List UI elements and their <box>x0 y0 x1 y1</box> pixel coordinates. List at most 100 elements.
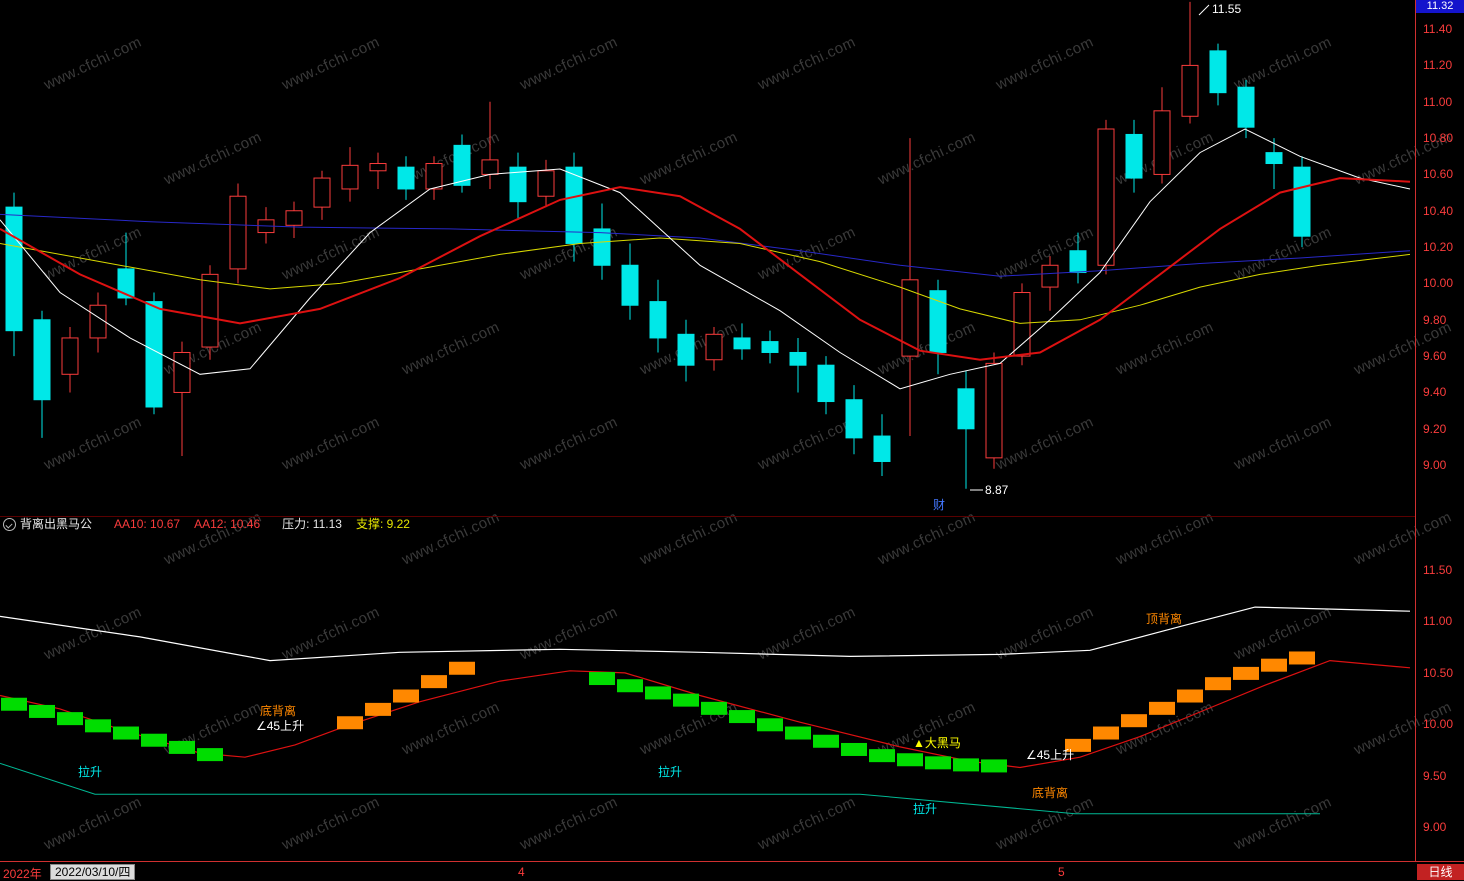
candle-body <box>649 301 667 339</box>
signal-label: 拉升 <box>78 765 103 779</box>
price-tick-label: 9.00 <box>1423 820 1447 835</box>
candle-body <box>537 170 555 197</box>
candle-body <box>1181 64 1199 117</box>
signal-label: ∠45上升 <box>1026 748 1075 762</box>
ma-fast-white <box>0 128 1411 390</box>
ladder-bar-green <box>813 734 839 748</box>
candle-body <box>789 351 807 366</box>
month-tick-label: 4 <box>518 865 525 879</box>
signal-label: 顶背离 <box>1146 612 1183 626</box>
signal-label: ∠45上升 <box>256 719 305 733</box>
price-tick-label: 11.20 <box>1423 58 1453 73</box>
price-tick-label: 10.40 <box>1423 203 1454 218</box>
ladder-bar-orange <box>393 689 419 703</box>
indicator-collapse-icon[interactable] <box>3 517 16 531</box>
candle-body <box>1125 133 1143 179</box>
candle-body <box>1041 264 1059 288</box>
signal-label: ▲大黑马 <box>913 736 961 750</box>
ladder-bar-orange <box>1065 738 1091 752</box>
ladder-bar-green <box>953 758 979 772</box>
candle-body <box>901 279 919 357</box>
indicator-support-value: 支撑: 9.22 <box>355 517 410 531</box>
price-tick-label: 9.40 <box>1423 385 1447 400</box>
candle-body <box>117 268 135 299</box>
candle-body <box>61 337 79 375</box>
ladder-bar-orange <box>1149 701 1175 715</box>
ladder-bar-orange <box>365 702 391 716</box>
price-tick-label: 11.00 <box>1423 614 1453 629</box>
candle-body <box>873 435 891 462</box>
candle-body <box>313 177 331 208</box>
month-tick-label: 5 <box>1058 865 1065 879</box>
price-tick-label: 11.50 <box>1423 563 1453 578</box>
axis-separator-line <box>1415 0 1416 881</box>
ladder-bar-green <box>617 679 643 693</box>
ladder-bar-orange <box>1205 677 1231 691</box>
candle-body <box>425 163 443 190</box>
ladder-bar-orange <box>1177 689 1203 703</box>
price-annotation: 财 <box>933 498 946 512</box>
candles-layer <box>5 1 1311 489</box>
candle-body <box>677 333 695 366</box>
ladder-bar-green <box>141 733 167 747</box>
price-tick-label: 11.40 <box>1423 22 1453 37</box>
ladder-bar-green <box>981 759 1007 773</box>
candle-body <box>1153 110 1171 175</box>
candle-body <box>509 166 527 203</box>
indicator-header: 背离出黑马公 AA10: 10.67 AA12: 10.46 压力: 11.13… <box>0 517 1415 531</box>
ladder-bars-layer <box>1 651 1315 773</box>
candle-body <box>1293 166 1311 237</box>
candle-body <box>229 195 247 270</box>
year-label: 2022年 <box>3 867 42 881</box>
ladder-bar-green <box>701 701 727 715</box>
candle-body <box>201 273 219 348</box>
ladder-bar-orange <box>1289 651 1315 665</box>
candle-body <box>397 166 415 190</box>
candle-body <box>33 319 51 401</box>
ladder-bar-orange <box>337 716 363 730</box>
candle-body <box>89 304 107 339</box>
price-annotation: 8.87 <box>985 483 1009 497</box>
indicator-name[interactable]: 背离出黑马公 <box>20 517 93 531</box>
signal-label: 底背离 <box>1032 786 1069 800</box>
candle-body <box>705 333 723 361</box>
support-teal <box>0 762 1320 815</box>
ladder-bar-green <box>729 710 755 724</box>
candle-body <box>761 341 779 353</box>
ladder-bar-green <box>197 748 223 762</box>
annotation-leader-line <box>1198 4 1210 16</box>
candle-body <box>565 166 583 244</box>
ladder-bar-green <box>85 719 111 733</box>
price-tick-label: 10.60 <box>1423 167 1454 182</box>
upper-envelope-white <box>0 606 1411 662</box>
price-tick-label: 10.50 <box>1423 665 1454 680</box>
indicator-aa10-value: AA10: 10.67 <box>114 517 181 531</box>
ladder-bar-orange <box>1261 658 1287 672</box>
ladder-bar-green <box>113 726 139 740</box>
indicator-aa12-value: AA12: 10.46 <box>194 517 261 531</box>
ladder-bar-green <box>589 672 615 686</box>
ma-mid-yellow <box>0 237 1411 324</box>
ladder-bar-green <box>1 697 27 711</box>
ladder-bar-green <box>169 740 195 754</box>
candle-body <box>845 399 863 439</box>
ladder-bar-green <box>897 753 923 767</box>
period-label[interactable]: 日线 <box>1417 864 1464 880</box>
ladder-bar-orange <box>421 675 447 689</box>
ladder-bar-green <box>757 718 783 732</box>
price-tick-label: 10.80 <box>1423 131 1454 146</box>
candle-body <box>1069 250 1087 274</box>
candle-body <box>957 388 975 430</box>
candle-body <box>341 164 359 190</box>
price-tick-label: 9.00 <box>1423 458 1447 473</box>
candle-body <box>369 163 387 172</box>
candle-body <box>1097 128 1115 266</box>
price-tick-label: 9.80 <box>1423 312 1447 327</box>
signal-label: 拉升 <box>913 802 938 816</box>
last-price-badge: 11.32 <box>1416 0 1464 13</box>
ladder-bar-orange <box>1093 726 1119 740</box>
candle-body <box>733 337 751 350</box>
candle-body <box>1237 86 1255 128</box>
